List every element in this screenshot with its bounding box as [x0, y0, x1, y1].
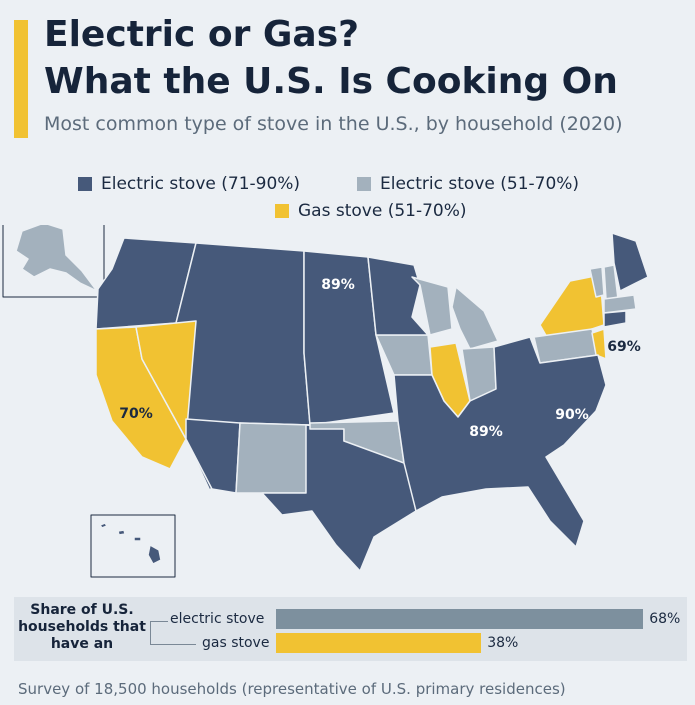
bar-electric [276, 609, 644, 629]
bar-label-gas: gas stove [202, 635, 270, 651]
accent-bar [14, 20, 28, 138]
region-maine [611, 232, 649, 292]
region-minnesota-area [367, 256, 429, 336]
legend-item-electric-high: Electric stove (71-90%) [78, 174, 300, 194]
region-arizona [185, 418, 241, 494]
region-wisconsin [411, 276, 453, 336]
region-new-mexico [235, 422, 311, 494]
bar-gas [276, 633, 482, 653]
region-michigan [451, 286, 499, 350]
us-stove-map: 89% 70% 69% 89% 90% [2, 225, 649, 578]
bar-label-electric: electric stove [170, 611, 265, 627]
legend-label-electric-mid: Electric stove (51-70%) [380, 174, 580, 194]
legend-label-gas: Gas stove (51-70%) [298, 201, 467, 221]
bar-value-gas: 38% [487, 635, 519, 651]
alaska-inset-frame [2, 225, 105, 298]
legend-item-electric-mid: Electric stove (51-70%) [357, 174, 579, 194]
region-massachusetts [603, 294, 637, 314]
region-new-jersey [591, 328, 607, 360]
bar-value-electric: 68% [649, 611, 681, 627]
connector-top [150, 621, 168, 622]
connector-bottom [150, 644, 196, 645]
region-vermont [589, 266, 605, 298]
legend-swatch-electric-high [78, 177, 92, 191]
annotation-north-dakota: 89% [321, 277, 355, 293]
region-southeast [393, 336, 607, 548]
hawaii-inset-frame [90, 514, 176, 578]
annotation-california: 70% [119, 406, 153, 422]
legend-swatch-gas [275, 204, 289, 218]
footnote: Survey of 18,500 households (representat… [18, 680, 566, 698]
annotation-new-jersey: 69% [607, 339, 641, 355]
legend-label-electric-high: Electric stove (71-90%) [101, 174, 301, 194]
map-annotations: 89% 70% 69% 89% 90% [119, 277, 641, 440]
region-alaska [15, 225, 98, 292]
annotation-tennessee: 89% [469, 424, 503, 440]
title-line-1: Electric or Gas? [44, 14, 360, 55]
legend-swatch-electric-mid [357, 177, 371, 191]
legend-item-gas: Gas stove (51-70%) [275, 201, 467, 221]
region-connecticut [603, 310, 627, 328]
region-hawaii [99, 522, 162, 565]
annotation-north-carolina: 90% [555, 407, 589, 423]
share-panel-title: Share of U.S. households that have an [18, 602, 146, 652]
connector-vertical [150, 621, 151, 644]
subtitle: Most common type of stove in the U.S., b… [44, 113, 623, 135]
title-line-2: What the U.S. Is Cooking On [44, 61, 618, 102]
